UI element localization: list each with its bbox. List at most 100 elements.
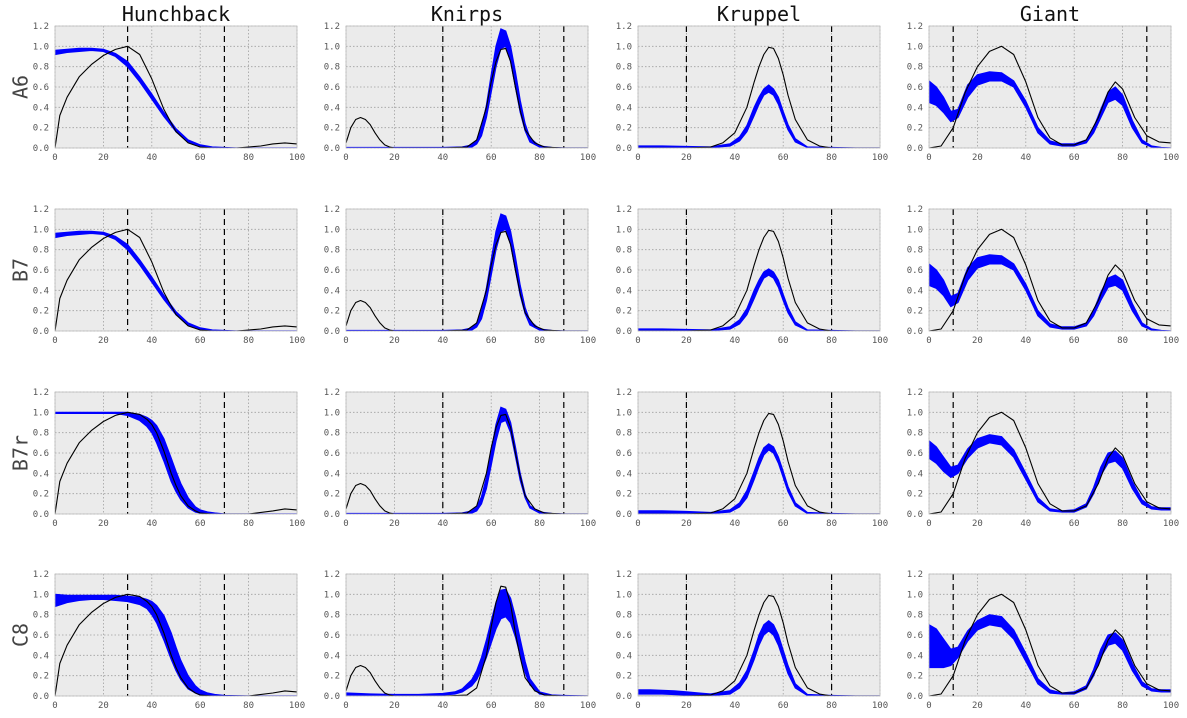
panel-b7r-hunchback: 0 20 40 60 80 100 0.0 0.2 0.4 0.6 0.8 1.0 1.2 — [33, 388, 305, 529]
y-tick-label: 0.2 — [33, 307, 49, 317]
y-tick-label: 1.2 — [33, 570, 49, 580]
x-tick-label: 40 — [146, 701, 157, 711]
x-tick-label: 20 — [389, 701, 400, 711]
ensemble-band — [346, 588, 588, 696]
x-tick-label: 40 — [146, 336, 157, 346]
x-tick-label: 20 — [389, 153, 400, 163]
panel-background — [638, 26, 880, 148]
y-tick-label: 0.2 — [616, 307, 632, 317]
x-tick-label: 20 — [681, 701, 692, 711]
x-tick-label: 100 — [872, 153, 888, 163]
target-curve — [346, 413, 588, 514]
ensemble-band — [929, 71, 1171, 148]
x-tick-label: 40 — [1020, 701, 1031, 711]
y-tick-label: 0.8 — [616, 63, 632, 73]
x-tick-label: 0 — [52, 519, 57, 529]
x-tick-label: 40 — [1020, 153, 1031, 163]
y-tick-label: 0.8 — [324, 611, 340, 621]
x-tick-label: 40 — [437, 153, 448, 163]
x-tick-label: 40 — [146, 153, 157, 163]
y-tick-label: 0.4 — [33, 103, 49, 113]
x-tick-label: 80 — [534, 336, 545, 346]
panel-c8-giant: 0 20 40 60 80 100 0.0 0.2 0.4 0.6 0.8 1.0 1.2 — [907, 570, 1179, 711]
y-tick-label: 0.0 — [324, 144, 340, 154]
target-curve — [638, 46, 880, 148]
y-tick-label: 1.2 — [907, 22, 923, 32]
x-tick-label: 40 — [146, 519, 157, 529]
y-tick-label: 0.4 — [33, 651, 49, 661]
x-tick-label: 0 — [343, 336, 348, 346]
x-tick-label: 40 — [729, 336, 740, 346]
y-tick-label: 1.0 — [33, 408, 49, 418]
x-tick-label: 100 — [580, 519, 596, 529]
target-curve — [638, 594, 880, 696]
target-curve — [638, 229, 880, 331]
panel-background — [55, 209, 297, 331]
y-tick-label: 0.8 — [33, 63, 49, 73]
row-label-b7r: B7r — [9, 435, 33, 471]
y-tick-label: 0.6 — [324, 631, 340, 641]
x-tick-label: 20 — [972, 519, 983, 529]
x-tick-label: 60 — [486, 153, 497, 163]
y-tick-label: 0.8 — [324, 63, 340, 73]
y-tick-label: 1.0 — [907, 225, 923, 235]
x-tick-label: 20 — [389, 519, 400, 529]
x-tick-label: 20 — [98, 519, 109, 529]
y-tick-label: 0.6 — [616, 83, 632, 93]
y-tick-label: 1.2 — [324, 388, 340, 398]
x-tick-label: 80 — [826, 701, 837, 711]
y-tick-label: 0.4 — [324, 469, 340, 479]
y-tick-label: 0.8 — [907, 611, 923, 621]
y-tick-label: 0.8 — [33, 611, 49, 621]
y-tick-label: 1.0 — [324, 408, 340, 418]
y-tick-label: 1.0 — [616, 42, 632, 52]
y-tick-label: 0.8 — [33, 246, 49, 256]
x-tick-label: 80 — [534, 701, 545, 711]
y-tick-label: 0.0 — [324, 692, 340, 702]
y-tick-label: 1.2 — [33, 388, 49, 398]
y-tick-label: 0.6 — [907, 449, 923, 459]
panel-frame — [928, 25, 1172, 149]
y-tick-label: 0.4 — [324, 103, 340, 113]
x-tick-label: 20 — [98, 701, 109, 711]
y-tick-label: 0.6 — [907, 83, 923, 93]
x-tick-label: 100 — [580, 153, 596, 163]
x-tick-label: 40 — [437, 701, 448, 711]
target-curve — [55, 228, 297, 331]
y-tick-label: 0.8 — [907, 429, 923, 439]
panel-frame — [345, 391, 589, 515]
x-tick-label: 60 — [778, 336, 789, 346]
x-tick-label: 40 — [729, 519, 740, 529]
y-tick-label: 0.0 — [33, 327, 49, 337]
x-tick-label: 100 — [1163, 336, 1179, 346]
x-tick-label: 0 — [343, 153, 348, 163]
y-tick-label: 0.4 — [907, 286, 923, 296]
panel-frame — [637, 25, 881, 149]
y-tick-label: 0.4 — [324, 286, 340, 296]
x-tick-label: 100 — [580, 701, 596, 711]
x-tick-label: 0 — [52, 153, 57, 163]
y-tick-label: 1.0 — [33, 225, 49, 235]
panel-frame — [637, 208, 881, 332]
target-curve — [346, 47, 588, 148]
x-tick-label: 80 — [1117, 701, 1128, 711]
x-tick-label: 40 — [1020, 519, 1031, 529]
y-tick-label: 0.0 — [616, 144, 632, 154]
target-curve — [55, 45, 297, 148]
ensemble-band — [346, 28, 588, 148]
panel-background — [638, 392, 880, 514]
panel-frame — [54, 208, 298, 332]
y-tick-label: 0.2 — [33, 124, 49, 134]
y-tick-label: 0.0 — [616, 327, 632, 337]
x-tick-label: 60 — [195, 519, 206, 529]
y-tick-label: 0.0 — [33, 144, 49, 154]
y-tick-label: 1.2 — [616, 22, 632, 32]
x-tick-label: 20 — [972, 701, 983, 711]
y-tick-label: 0.0 — [324, 327, 340, 337]
ensemble-band — [929, 614, 1171, 695]
y-tick-label: 0.2 — [33, 672, 49, 682]
y-tick-label: 0.4 — [616, 469, 632, 479]
target-curve — [929, 593, 1171, 696]
ensemble-band — [929, 254, 1171, 331]
